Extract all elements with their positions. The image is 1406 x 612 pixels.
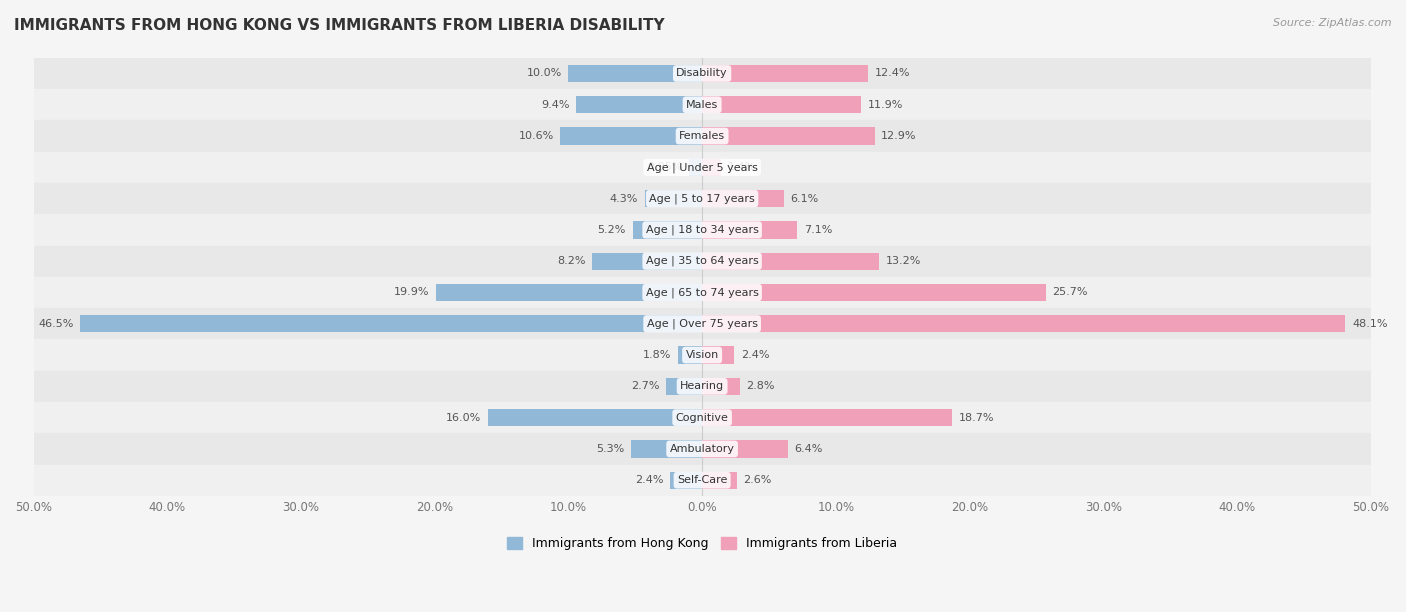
Bar: [34, 402, 1371, 433]
Bar: [80, 315, 702, 332]
Text: 12.9%: 12.9%: [882, 131, 917, 141]
Text: 2.6%: 2.6%: [744, 475, 772, 485]
Text: 6.1%: 6.1%: [790, 193, 818, 204]
Bar: [34, 465, 1371, 496]
Text: Self-Care: Self-Care: [676, 475, 727, 485]
Bar: [34, 277, 1371, 308]
Text: 2.4%: 2.4%: [636, 475, 664, 485]
Text: Ambulatory: Ambulatory: [669, 444, 734, 454]
Bar: [702, 284, 1046, 301]
Text: Source: ZipAtlas.com: Source: ZipAtlas.com: [1274, 18, 1392, 28]
Bar: [34, 58, 1371, 89]
Text: Males: Males: [686, 100, 718, 110]
Text: Cognitive: Cognitive: [676, 412, 728, 423]
Text: 6.4%: 6.4%: [794, 444, 823, 454]
Text: 19.9%: 19.9%: [394, 288, 429, 297]
Bar: [671, 472, 702, 489]
Bar: [34, 245, 1371, 277]
Text: 4.3%: 4.3%: [610, 193, 638, 204]
Bar: [702, 127, 875, 144]
Bar: [34, 152, 1371, 183]
Bar: [592, 253, 702, 270]
Bar: [568, 65, 702, 82]
Bar: [576, 96, 702, 113]
Bar: [34, 89, 1371, 121]
Bar: [702, 315, 1346, 332]
Legend: Immigrants from Hong Kong, Immigrants from Liberia: Immigrants from Hong Kong, Immigrants fr…: [502, 532, 903, 555]
Text: Vision: Vision: [686, 350, 718, 360]
Bar: [561, 127, 702, 144]
Text: Age | Under 5 years: Age | Under 5 years: [647, 162, 758, 173]
Text: 2.8%: 2.8%: [747, 381, 775, 391]
Bar: [702, 409, 952, 426]
Bar: [436, 284, 702, 301]
Bar: [633, 222, 702, 239]
Bar: [689, 159, 702, 176]
Text: Females: Females: [679, 131, 725, 141]
Bar: [702, 378, 740, 395]
Text: Age | 5 to 17 years: Age | 5 to 17 years: [650, 193, 755, 204]
Bar: [34, 121, 1371, 152]
Bar: [702, 159, 721, 176]
Text: 13.2%: 13.2%: [886, 256, 921, 266]
Text: 10.0%: 10.0%: [526, 69, 562, 78]
Text: 10.6%: 10.6%: [519, 131, 554, 141]
Text: 1.8%: 1.8%: [643, 350, 672, 360]
Text: Hearing: Hearing: [681, 381, 724, 391]
Text: 1.4%: 1.4%: [727, 162, 756, 173]
Text: 0.95%: 0.95%: [647, 162, 683, 173]
Text: Age | 35 to 64 years: Age | 35 to 64 years: [645, 256, 758, 266]
Bar: [678, 346, 702, 364]
Text: 8.2%: 8.2%: [557, 256, 586, 266]
Bar: [34, 214, 1371, 245]
Bar: [34, 308, 1371, 340]
Bar: [702, 222, 797, 239]
Bar: [702, 253, 879, 270]
Bar: [34, 340, 1371, 371]
Text: IMMIGRANTS FROM HONG KONG VS IMMIGRANTS FROM LIBERIA DISABILITY: IMMIGRANTS FROM HONG KONG VS IMMIGRANTS …: [14, 18, 665, 34]
Text: Age | Over 75 years: Age | Over 75 years: [647, 318, 758, 329]
Bar: [702, 472, 737, 489]
Text: 46.5%: 46.5%: [38, 319, 73, 329]
Text: 7.1%: 7.1%: [804, 225, 832, 235]
Bar: [644, 190, 702, 207]
Bar: [34, 371, 1371, 402]
Bar: [666, 378, 702, 395]
Bar: [702, 190, 783, 207]
Text: 16.0%: 16.0%: [446, 412, 481, 423]
Bar: [702, 440, 787, 458]
Text: 5.2%: 5.2%: [598, 225, 626, 235]
Bar: [702, 65, 868, 82]
Text: 5.3%: 5.3%: [596, 444, 624, 454]
Text: 2.4%: 2.4%: [741, 350, 769, 360]
Text: 18.7%: 18.7%: [959, 412, 994, 423]
Bar: [702, 346, 734, 364]
Bar: [34, 433, 1371, 465]
Text: 25.7%: 25.7%: [1053, 288, 1088, 297]
Text: 2.7%: 2.7%: [631, 381, 659, 391]
Text: Disability: Disability: [676, 69, 728, 78]
Bar: [488, 409, 702, 426]
Text: 11.9%: 11.9%: [868, 100, 903, 110]
Bar: [631, 440, 702, 458]
Bar: [34, 183, 1371, 214]
Bar: [702, 96, 862, 113]
Text: 12.4%: 12.4%: [875, 69, 910, 78]
Text: 9.4%: 9.4%: [541, 100, 569, 110]
Text: Age | 65 to 74 years: Age | 65 to 74 years: [645, 287, 759, 297]
Text: Age | 18 to 34 years: Age | 18 to 34 years: [645, 225, 759, 235]
Text: 48.1%: 48.1%: [1353, 319, 1388, 329]
